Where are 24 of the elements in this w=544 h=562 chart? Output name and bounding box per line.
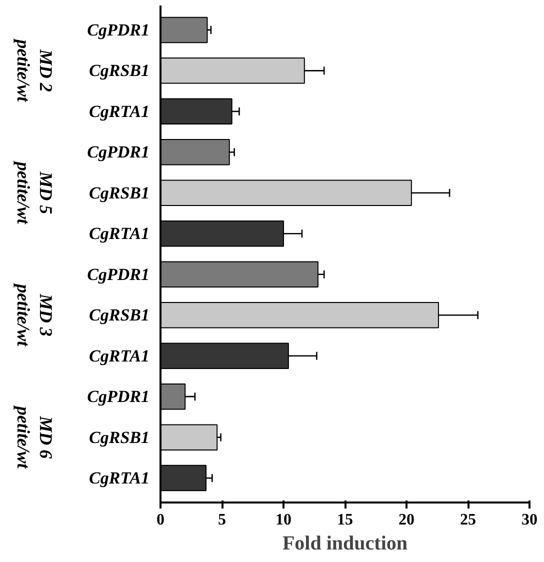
x-axis-title: Fold induction [282, 532, 408, 554]
x-tick-label: 20 [398, 512, 414, 528]
x-tick-label: 10 [276, 512, 292, 528]
y-tick-label: CgRTA1 [89, 224, 150, 244]
y-tick-label: CgPDR1 [87, 20, 150, 40]
x-tick-label: 0 [156, 512, 164, 528]
y-tick-label: CgRSB1 [89, 306, 150, 325]
y-tick-label: CgPDR1 [87, 387, 150, 406]
x-tick-label: 15 [337, 512, 353, 528]
text: MD 2 petite/wt [13, 38, 56, 103]
y-tick-label: CgRSB1 [89, 183, 150, 202]
x-tick-label: 30 [522, 512, 538, 528]
y-tick-label: CgRSB1 [89, 61, 150, 80]
y-tick-label: CgPDR1 [87, 142, 150, 162]
y-tick-label: CgRTA1 [89, 468, 150, 488]
text: MD 6 petite/wt [13, 404, 56, 470]
x-tick-label: 5 [218, 512, 226, 528]
text: MD 5 petite/wt [13, 160, 56, 225]
text: MD 3 petite/wt [13, 282, 56, 348]
x-tick-label: 25 [460, 512, 476, 528]
y-tick-label: CgRTA1 [89, 102, 150, 121]
y-tick-label: CgRTA1 [89, 346, 150, 366]
y-tick-label: CgPDR1 [87, 264, 150, 284]
y-tick-label: CgRSB1 [89, 428, 150, 447]
